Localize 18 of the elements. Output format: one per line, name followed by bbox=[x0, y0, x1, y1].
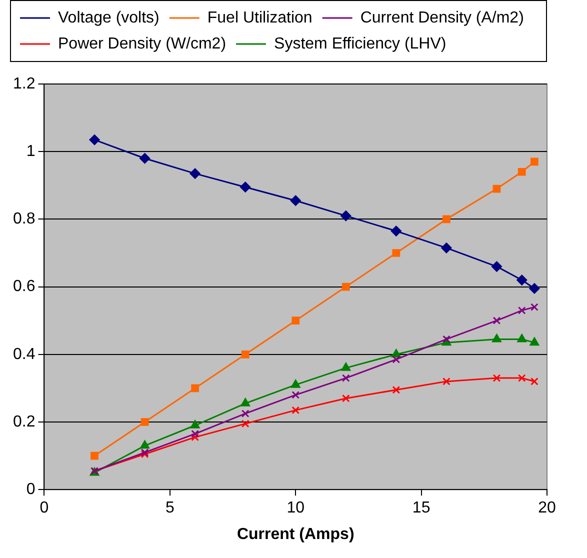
x-axis-title: Current (Amps) bbox=[236, 526, 354, 543]
legend-label: Power Density (W/cm2) bbox=[58, 35, 226, 52]
x-tick-label: 15 bbox=[412, 500, 430, 517]
legend-label: Fuel Utilization bbox=[207, 9, 312, 26]
x-tick-label: 0 bbox=[40, 500, 49, 517]
x-tick-label: 10 bbox=[286, 500, 305, 517]
y-tick-label: 0.2 bbox=[12, 413, 36, 430]
y-tick-label: 0.8 bbox=[12, 210, 36, 228]
legend-label: Current Density (A/m2) bbox=[360, 9, 524, 26]
y-tick-label: 1.2 bbox=[12, 75, 36, 92]
x-tick-label: 20 bbox=[538, 500, 556, 517]
legend-label: System Efficiency (LHV) bbox=[274, 35, 446, 52]
y-tick-label: 0.6 bbox=[12, 278, 36, 296]
y-tick-label: 1 bbox=[26, 143, 36, 160]
y-tick-label: 0.4 bbox=[12, 346, 36, 363]
y-tick-label: 0 bbox=[26, 481, 36, 498]
legend-label: Voltage (volts) bbox=[58, 9, 160, 26]
x-tick-label: 5 bbox=[165, 500, 174, 517]
